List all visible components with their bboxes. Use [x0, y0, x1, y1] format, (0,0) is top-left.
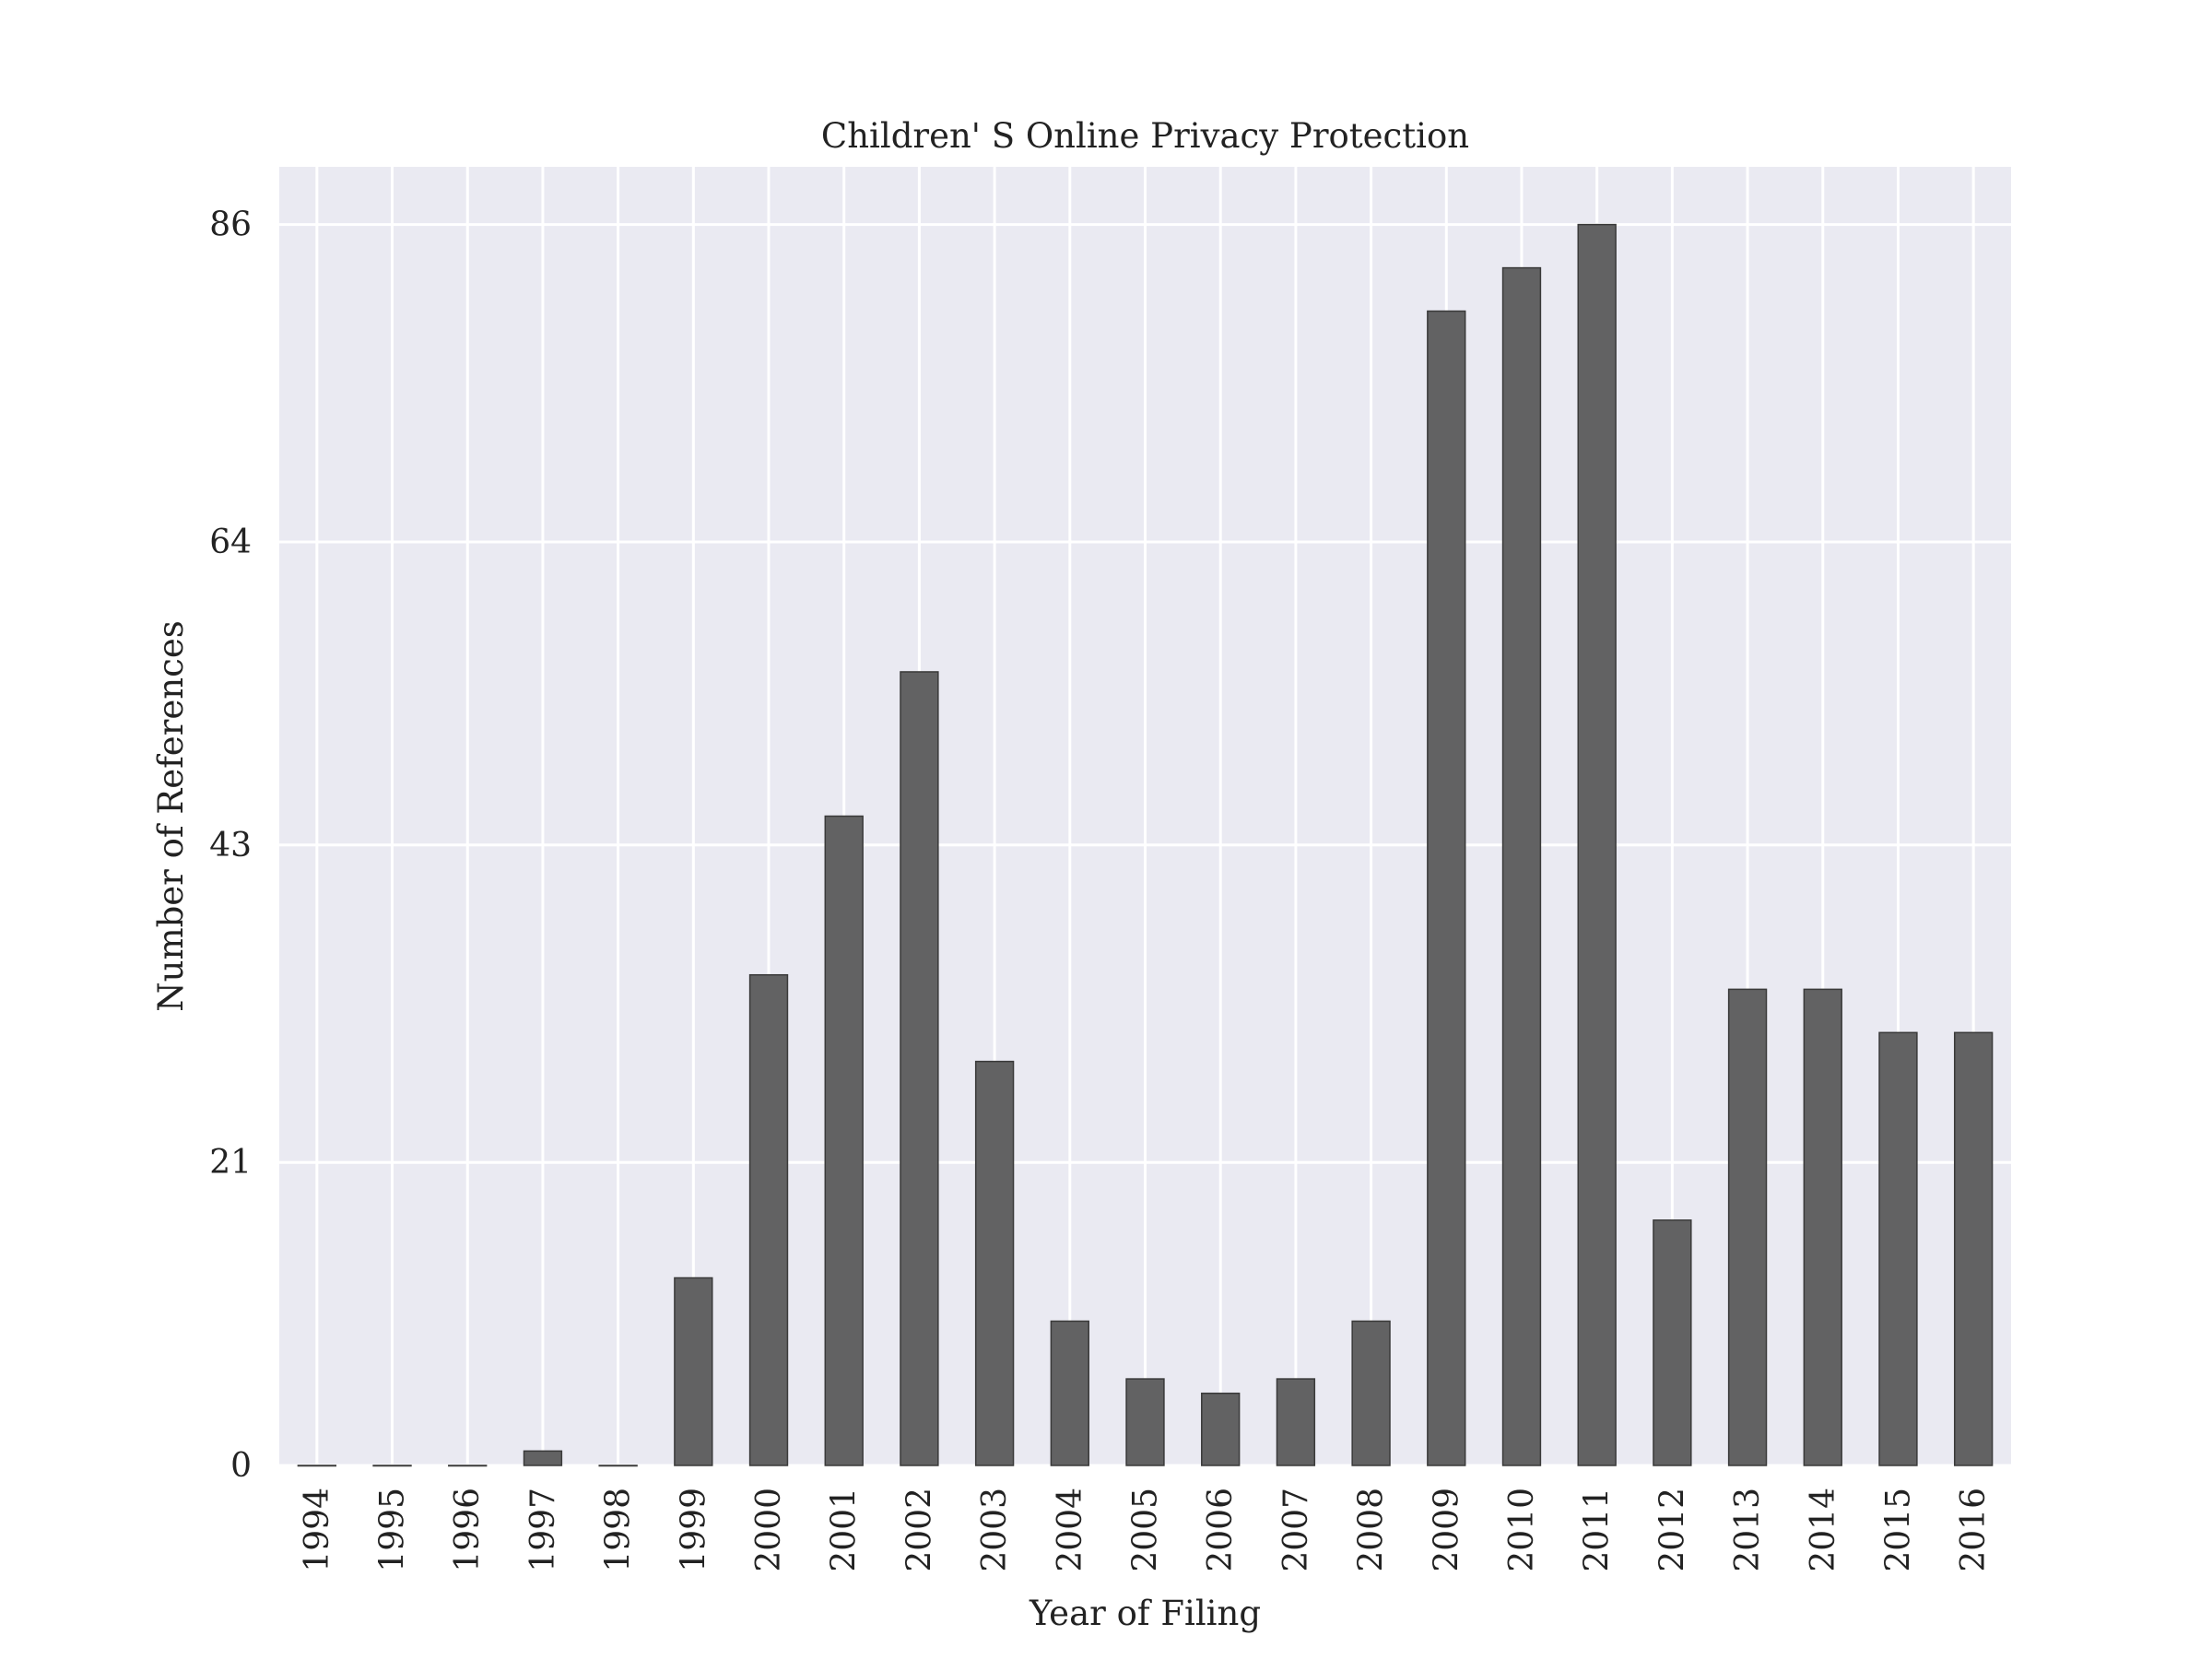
x-tick-label: 2013	[1729, 1488, 1767, 1572]
bar-1997	[523, 1450, 563, 1466]
bar-2007	[1276, 1378, 1316, 1466]
x-tick-label: 1999	[675, 1488, 712, 1572]
bar-2015	[1878, 1031, 1918, 1466]
bar-2011	[1577, 223, 1617, 1466]
bar-2010	[1501, 266, 1542, 1466]
x-tick-label: 2004	[1052, 1488, 1089, 1572]
x-tick-label: 2002	[900, 1488, 938, 1572]
chart-title: Children' S Online Privacy Protection	[821, 116, 1469, 156]
bar-2005	[1125, 1378, 1165, 1466]
y-tick-label: 0	[230, 1447, 252, 1485]
bar-2012	[1653, 1219, 1692, 1466]
bar-2004	[1050, 1320, 1089, 1466]
x-tick-label: 1994	[299, 1488, 336, 1572]
x-axis-title: Year of Filing	[1029, 1594, 1261, 1633]
x-tick-label: 2007	[1277, 1488, 1315, 1572]
x-tick-label: 1998	[600, 1488, 638, 1572]
x-tick-label: 2011	[1579, 1488, 1617, 1572]
x-tick-label: 2005	[1127, 1488, 1165, 1572]
bar-1998	[598, 1465, 638, 1467]
bar-2003	[974, 1060, 1015, 1466]
x-tick-label: 2003	[976, 1488, 1014, 1572]
bar-1996	[448, 1465, 488, 1467]
x-tick-label: 2012	[1653, 1488, 1691, 1572]
x-tick-label: 2009	[1428, 1488, 1465, 1572]
bar-1995	[372, 1465, 412, 1467]
x-tick-label: 2010	[1503, 1488, 1541, 1572]
bar-2009	[1427, 310, 1466, 1466]
y-axis-ticks: 0 21 43 64 86	[209, 206, 252, 1485]
x-tick-label: 2001	[826, 1488, 864, 1572]
bars	[297, 223, 1994, 1467]
y-axis-title: Number of References	[151, 620, 191, 1011]
bar-2006	[1201, 1392, 1241, 1466]
x-tick-label: 2000	[750, 1488, 788, 1572]
x-tick-label: 2008	[1353, 1488, 1391, 1572]
bar-2002	[900, 671, 939, 1466]
x-tick-label: 2006	[1202, 1488, 1240, 1572]
bar-2008	[1351, 1320, 1391, 1466]
bar-1999	[674, 1277, 713, 1466]
x-tick-label: 1997	[524, 1488, 562, 1572]
bar-2014	[1803, 988, 1842, 1466]
y-tick-label: 86	[209, 206, 252, 244]
x-tick-label: 2016	[1955, 1488, 1993, 1572]
y-tick-label: 21	[209, 1144, 252, 1182]
y-tick-label: 43	[209, 827, 252, 865]
x-tick-label: 1996	[449, 1488, 487, 1572]
bar-2000	[748, 973, 789, 1466]
y-tick-label: 64	[209, 524, 252, 561]
bar-2016	[1953, 1031, 1994, 1466]
bar-1994	[297, 1465, 337, 1467]
x-tick-label: 1995	[374, 1488, 412, 1572]
bar-2001	[824, 815, 864, 1466]
x-axis-ticks: 1994 1995 1996 1997 1998 1999 2000 2001 2002 2003…	[299, 1488, 1993, 1572]
bar-2013	[1727, 988, 1768, 1466]
x-tick-label: 2015	[1879, 1488, 1917, 1572]
x-tick-label: 2014	[1805, 1488, 1842, 1572]
